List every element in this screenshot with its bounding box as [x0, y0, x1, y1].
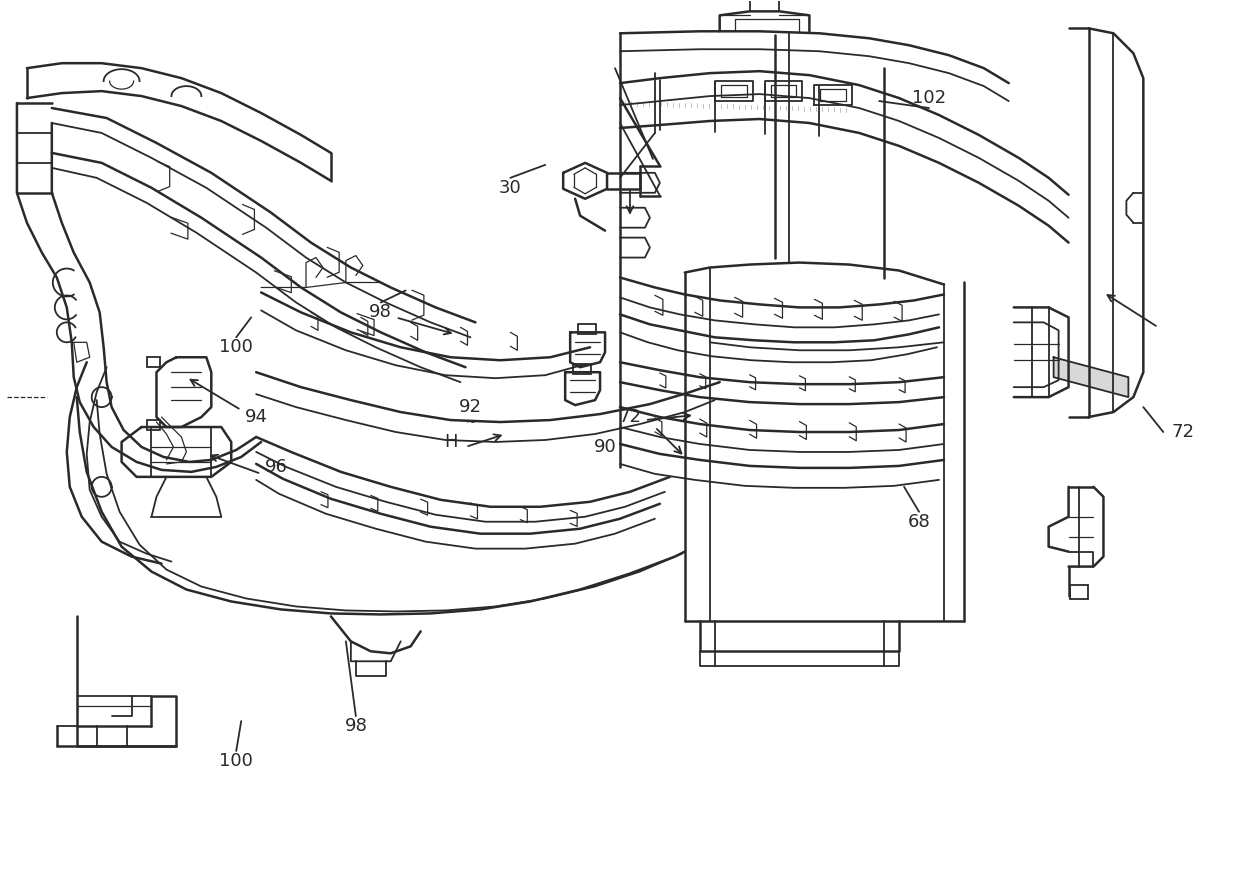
Text: ~: ~	[465, 416, 476, 428]
Bar	[146, 420, 160, 430]
Text: 68: 68	[908, 513, 930, 531]
Text: 98: 98	[345, 717, 367, 735]
Bar	[146, 358, 160, 367]
Text: 92: 92	[459, 399, 482, 416]
Text: 102: 102	[911, 89, 946, 107]
Bar	[573, 364, 591, 374]
Text: 30: 30	[498, 179, 522, 197]
Text: 96: 96	[264, 458, 288, 476]
Polygon shape	[1054, 358, 1128, 397]
Text: 90: 90	[594, 438, 616, 456]
Bar	[578, 324, 596, 334]
Text: 100: 100	[219, 752, 253, 770]
Text: 72: 72	[1172, 423, 1194, 441]
Text: 98: 98	[370, 303, 392, 322]
Text: 72: 72	[619, 408, 641, 426]
Bar	[1070, 584, 1087, 599]
Text: H: H	[444, 433, 458, 451]
Text: 94: 94	[244, 408, 268, 426]
Text: 100: 100	[219, 338, 253, 357]
